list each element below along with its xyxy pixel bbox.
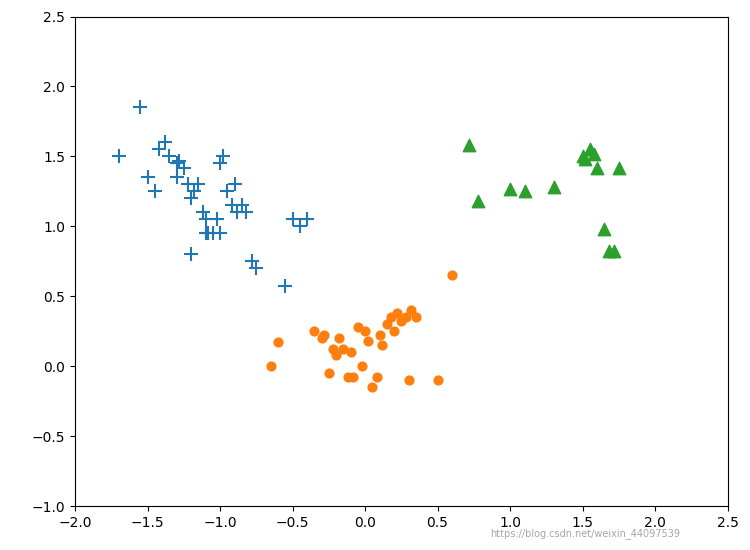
- Point: [200, 229, 211, 238]
- Point: [376, 341, 388, 350]
- Point: [518, 187, 530, 196]
- Point: [388, 327, 400, 336]
- Point: [173, 156, 185, 165]
- Point: [602, 247, 614, 256]
- Point: [134, 103, 146, 112]
- Point: [400, 313, 412, 322]
- Point: [221, 187, 233, 196]
- Point: [164, 152, 176, 161]
- Point: [472, 197, 484, 206]
- Point: [322, 368, 334, 377]
- Point: [613, 163, 625, 172]
- Point: [153, 145, 165, 154]
- Point: [608, 247, 620, 256]
- Point: [588, 149, 600, 158]
- Point: [356, 362, 368, 371]
- Point: [211, 215, 223, 224]
- Point: [226, 201, 238, 210]
- Point: [352, 323, 364, 332]
- Point: [341, 373, 353, 382]
- Point: [182, 180, 194, 189]
- Point: [185, 250, 197, 258]
- Point: [217, 152, 229, 161]
- Point: [446, 271, 458, 279]
- Point: [591, 163, 603, 172]
- Point: [385, 313, 397, 322]
- Point: [236, 201, 248, 210]
- Point: [159, 138, 171, 147]
- Point: [185, 194, 197, 203]
- Point: [207, 229, 219, 238]
- Point: [548, 183, 560, 191]
- Point: [366, 383, 378, 392]
- Point: [192, 180, 204, 189]
- Point: [391, 309, 403, 317]
- Point: [347, 373, 359, 382]
- Point: [265, 362, 277, 371]
- Point: [327, 345, 339, 354]
- Point: [214, 229, 226, 238]
- Point: [188, 187, 200, 196]
- Point: [464, 141, 476, 150]
- Point: [319, 331, 331, 340]
- Text: https://blog.csdn.net/weixin_44097539: https://blog.csdn.net/weixin_44097539: [490, 528, 680, 539]
- Point: [294, 222, 306, 230]
- Point: [229, 180, 241, 189]
- Point: [577, 152, 589, 161]
- Point: [196, 208, 208, 217]
- Point: [410, 313, 422, 322]
- Point: [344, 348, 356, 356]
- Point: [504, 184, 516, 193]
- Point: [598, 225, 610, 234]
- Point: [232, 208, 244, 217]
- Point: [374, 331, 386, 340]
- Point: [240, 208, 252, 217]
- Point: [170, 173, 182, 182]
- Point: [279, 282, 291, 291]
- Point: [381, 320, 393, 328]
- Point: [370, 373, 382, 382]
- Point: [395, 317, 407, 326]
- Point: [200, 215, 211, 224]
- Point: [333, 334, 345, 343]
- Point: [202, 229, 214, 238]
- Point: [214, 159, 226, 168]
- Point: [584, 145, 596, 154]
- Point: [431, 376, 443, 384]
- Point: [142, 173, 154, 182]
- Point: [246, 257, 258, 266]
- Point: [178, 163, 190, 172]
- Point: [301, 215, 313, 224]
- Point: [362, 337, 374, 345]
- Point: [316, 334, 328, 343]
- Point: [112, 152, 125, 161]
- Point: [308, 327, 320, 336]
- Point: [251, 264, 262, 273]
- Point: [403, 376, 415, 384]
- Point: [286, 215, 298, 224]
- Point: [338, 345, 350, 354]
- Point: [580, 155, 592, 163]
- Point: [148, 187, 160, 196]
- Point: [406, 306, 418, 315]
- Point: [170, 159, 182, 168]
- Point: [330, 350, 342, 359]
- Point: [359, 327, 371, 336]
- Point: [272, 338, 284, 346]
